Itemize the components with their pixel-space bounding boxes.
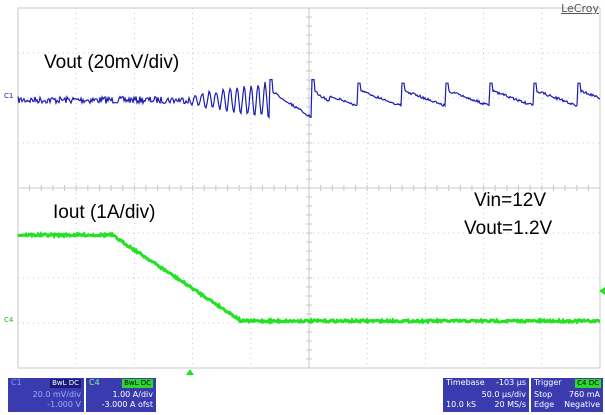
timebase-delay: -103 µs [496, 378, 526, 387]
ch4-scale: 1.00 A/div [112, 390, 153, 399]
ch1-descriptor-box[interactable]: C1 BwL DC 20.0 mV/div -1.000 V [8, 378, 84, 412]
ch4-descriptor-box[interactable]: C4 BwL DC 1.00 A/div -3.000 A ofst [86, 378, 156, 412]
trigger-level: 760 mA [568, 390, 600, 399]
vout-label: Vout=1.2V [464, 218, 553, 239]
ch4-offset: -3.000 A ofst [101, 400, 153, 409]
vout-scale-label: Vout (20mV/div) [44, 52, 180, 73]
ch4-coupling-tag: BwL DC [122, 379, 153, 388]
trigger-type: Edge [534, 400, 555, 409]
brand-logo: LeCroy [561, 2, 599, 15]
timebase-per-div: 50.0 µs/div [481, 390, 526, 399]
ch1-name: C1 [11, 378, 22, 387]
trigger-level-marker [599, 287, 605, 295]
ch4-name: C4 [89, 378, 100, 387]
ch1-ground-marker: C1 [4, 92, 14, 100]
timebase-box[interactable]: Timebase -103 µs 50.0 µs/div 10.0 kS 20 … [443, 378, 529, 412]
graticule [17, 7, 601, 369]
ch1-scale: 20.0 mV/div [32, 390, 81, 399]
trigger-label: Trigger [534, 378, 562, 387]
ch1-coupling-tag: BwL DC [50, 379, 81, 388]
iout-trace [17, 230, 601, 326]
vout-trace [17, 78, 601, 120]
trigger-source-tag: C4 DC [575, 379, 601, 388]
ch1-offset: -1.000 V [47, 400, 81, 409]
trigger-mode: Stop [534, 390, 553, 399]
ch4-ground-marker: C4 [4, 316, 14, 324]
vin-label: Vin=12V [474, 190, 547, 211]
timebase-label: Timebase [446, 378, 485, 387]
trigger-slope: Negative [564, 400, 600, 409]
timebase-samples: 10.0 kS [446, 400, 477, 409]
trigger-position-marker [186, 369, 194, 375]
iout-scale-label: Iout (1A/div) [53, 202, 156, 223]
trigger-box[interactable]: Trigger C4 DC Stop 760 mA Edge Negative [531, 378, 603, 412]
timebase-rate: 20 MS/s [494, 400, 526, 409]
